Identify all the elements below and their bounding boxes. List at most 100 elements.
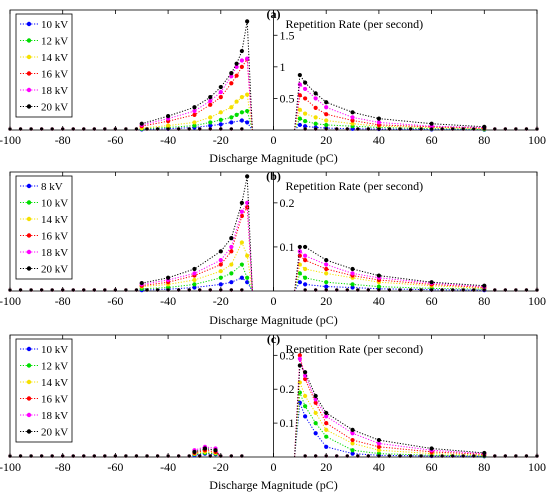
data-point [192, 449, 197, 455]
data-point [313, 105, 318, 110]
data-point-baseline [398, 127, 402, 131]
x-tick-label: -40 [160, 460, 176, 474]
data-point [303, 253, 308, 258]
data-point [229, 262, 234, 267]
data-point [218, 249, 223, 254]
data-point [234, 99, 239, 104]
data-point-baseline [198, 127, 202, 131]
x-tick-label: -100 [0, 133, 21, 147]
data-point [218, 117, 223, 122]
data-point [324, 118, 329, 123]
data-point [303, 404, 308, 409]
data-point-baseline [29, 454, 33, 458]
data-point-baseline [356, 288, 360, 292]
data-point-baseline [40, 288, 44, 292]
data-point [192, 105, 197, 110]
data-point [303, 244, 308, 250]
data-point-baseline [472, 127, 476, 131]
data-point-baseline [461, 127, 465, 131]
data-point-baseline [366, 454, 370, 458]
data-point [239, 95, 244, 100]
data-point-baseline [229, 127, 233, 131]
x-tick-label: -20 [213, 460, 229, 474]
data-point-baseline [335, 127, 339, 131]
data-point [218, 262, 223, 267]
data-point [303, 80, 308, 85]
data-point [234, 73, 239, 78]
data-point-baseline [208, 127, 212, 131]
data-point-baseline [366, 288, 370, 292]
data-point-baseline [177, 127, 181, 131]
data-point-baseline [208, 288, 212, 292]
data-point-baseline [524, 127, 529, 131]
data-point [350, 431, 355, 436]
data-point [376, 451, 381, 456]
data-point-baseline [113, 127, 117, 131]
data-point [297, 280, 302, 285]
data-point [297, 356, 302, 361]
data-point [218, 269, 223, 274]
data-point-baseline [71, 127, 75, 131]
data-point-baseline [303, 288, 307, 292]
data-point [245, 280, 250, 285]
data-point-baseline [18, 454, 23, 458]
data-point-baseline [18, 288, 23, 292]
series-line [141, 205, 253, 292]
series-line [294, 254, 485, 292]
data-point [324, 280, 329, 285]
legend-entry: 18 kV [41, 410, 68, 422]
series-line [294, 382, 485, 458]
data-point [313, 410, 318, 416]
x-tick-label: 40 [373, 460, 385, 474]
legend-box [15, 338, 73, 443]
data-point [239, 209, 244, 214]
data-point-baseline [440, 288, 444, 292]
legend-entry: 10 kV [41, 19, 68, 31]
data-point-baseline [187, 288, 191, 292]
legend-entry: 16 kV [41, 69, 68, 81]
data-point-baseline [377, 288, 381, 292]
data-point [239, 48, 244, 54]
legend-marker [26, 249, 32, 255]
x-tick-label: -100 [0, 294, 21, 308]
data-point [139, 121, 144, 126]
data-point-baseline [324, 454, 328, 458]
data-point-baseline [208, 454, 212, 458]
data-point-baseline [430, 288, 434, 292]
data-point-baseline [103, 288, 107, 292]
x-tick-label: -20 [213, 294, 229, 308]
x-tick-label: 20 [320, 294, 332, 308]
data-point-baseline [524, 288, 529, 292]
data-point-baseline [50, 127, 54, 131]
legend-entry: 16 kV [41, 231, 68, 243]
data-point [192, 266, 197, 272]
x-tick-label: 80 [478, 133, 490, 147]
data-point-baseline [187, 454, 191, 458]
data-point-baseline [335, 454, 339, 458]
data-point [324, 414, 329, 419]
data-point [202, 446, 208, 451]
legend-marker [26, 21, 32, 27]
legend-entry: 10 kV [41, 198, 68, 210]
data-point [350, 121, 355, 126]
data-point [303, 111, 308, 116]
data-point-baseline [18, 127, 23, 131]
data-point-baseline [408, 288, 413, 292]
series-line [294, 73, 485, 131]
x-tick-label: 60 [426, 460, 438, 474]
panel-2: (b)Repetition Rate (per second)-100 -80 -6… [0, 169, 546, 327]
data-point-baseline [398, 454, 402, 458]
y-tick-label: 0.2 [280, 382, 295, 396]
data-point-baseline [514, 454, 518, 458]
data-point [208, 123, 213, 128]
data-point [192, 108, 197, 114]
data-point [324, 258, 329, 263]
legend-marker [26, 266, 32, 271]
data-point [303, 370, 308, 375]
data-point [376, 284, 381, 289]
data-point-baseline [177, 454, 181, 458]
legend-entry: 16 kV [41, 394, 68, 406]
x-tick-label: 80 [478, 294, 490, 308]
data-point-baseline [345, 288, 349, 292]
